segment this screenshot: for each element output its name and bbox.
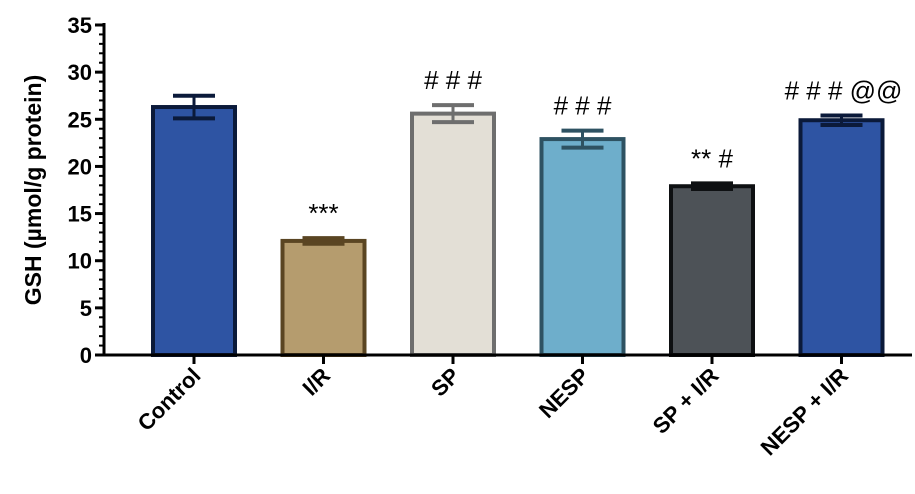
bar (798, 118, 885, 357)
y-tick-label: 25 (68, 107, 92, 132)
y-tick-label: 30 (68, 60, 92, 85)
y-tick-label: 15 (68, 202, 92, 227)
bar-group-4: ** # (669, 143, 755, 357)
significance-label: ** # (691, 143, 733, 173)
bar-group-2: # # # (410, 65, 496, 357)
x-axis: Control I/R SP NESP SP + I/R NESP + I/R (102, 353, 912, 460)
x-tick-label: SP + I/R (648, 363, 724, 439)
x-tick-label: Control (133, 363, 206, 436)
x-tick-label: SP (426, 363, 464, 401)
significance-label: *** (308, 198, 338, 228)
y-tick-label: 35 (68, 13, 92, 38)
bar (410, 111, 496, 357)
bar (669, 184, 755, 357)
bars-group: *** # # # # # # ** # # # # @@ (151, 65, 903, 358)
y-axis-label: GSH (µmol/g protein) (20, 75, 46, 305)
x-tick-label: I/R (297, 363, 335, 401)
bar (280, 238, 367, 358)
significance-label: # # # (424, 65, 482, 95)
x-tick-label: NESP + I/R (756, 363, 853, 460)
bar-group-3: # # # (539, 91, 626, 357)
y-axis: 0 5 10 15 20 25 30 35 (68, 13, 106, 368)
x-tick-label: NESP (534, 363, 594, 423)
bar-group-5: # # # @@ (785, 76, 903, 357)
y-tick-label: 20 (68, 154, 92, 179)
significance-label: # # # (554, 91, 612, 121)
y-tick-label: 0 (80, 343, 92, 368)
bar-group-1: *** (280, 198, 367, 358)
significance-label: # # # @@ (785, 76, 903, 106)
bar (151, 105, 237, 358)
bar (539, 137, 626, 357)
bar-group-0 (151, 93, 237, 358)
y-tick-label: 10 (68, 249, 92, 274)
y-tick-label: 5 (80, 296, 92, 321)
